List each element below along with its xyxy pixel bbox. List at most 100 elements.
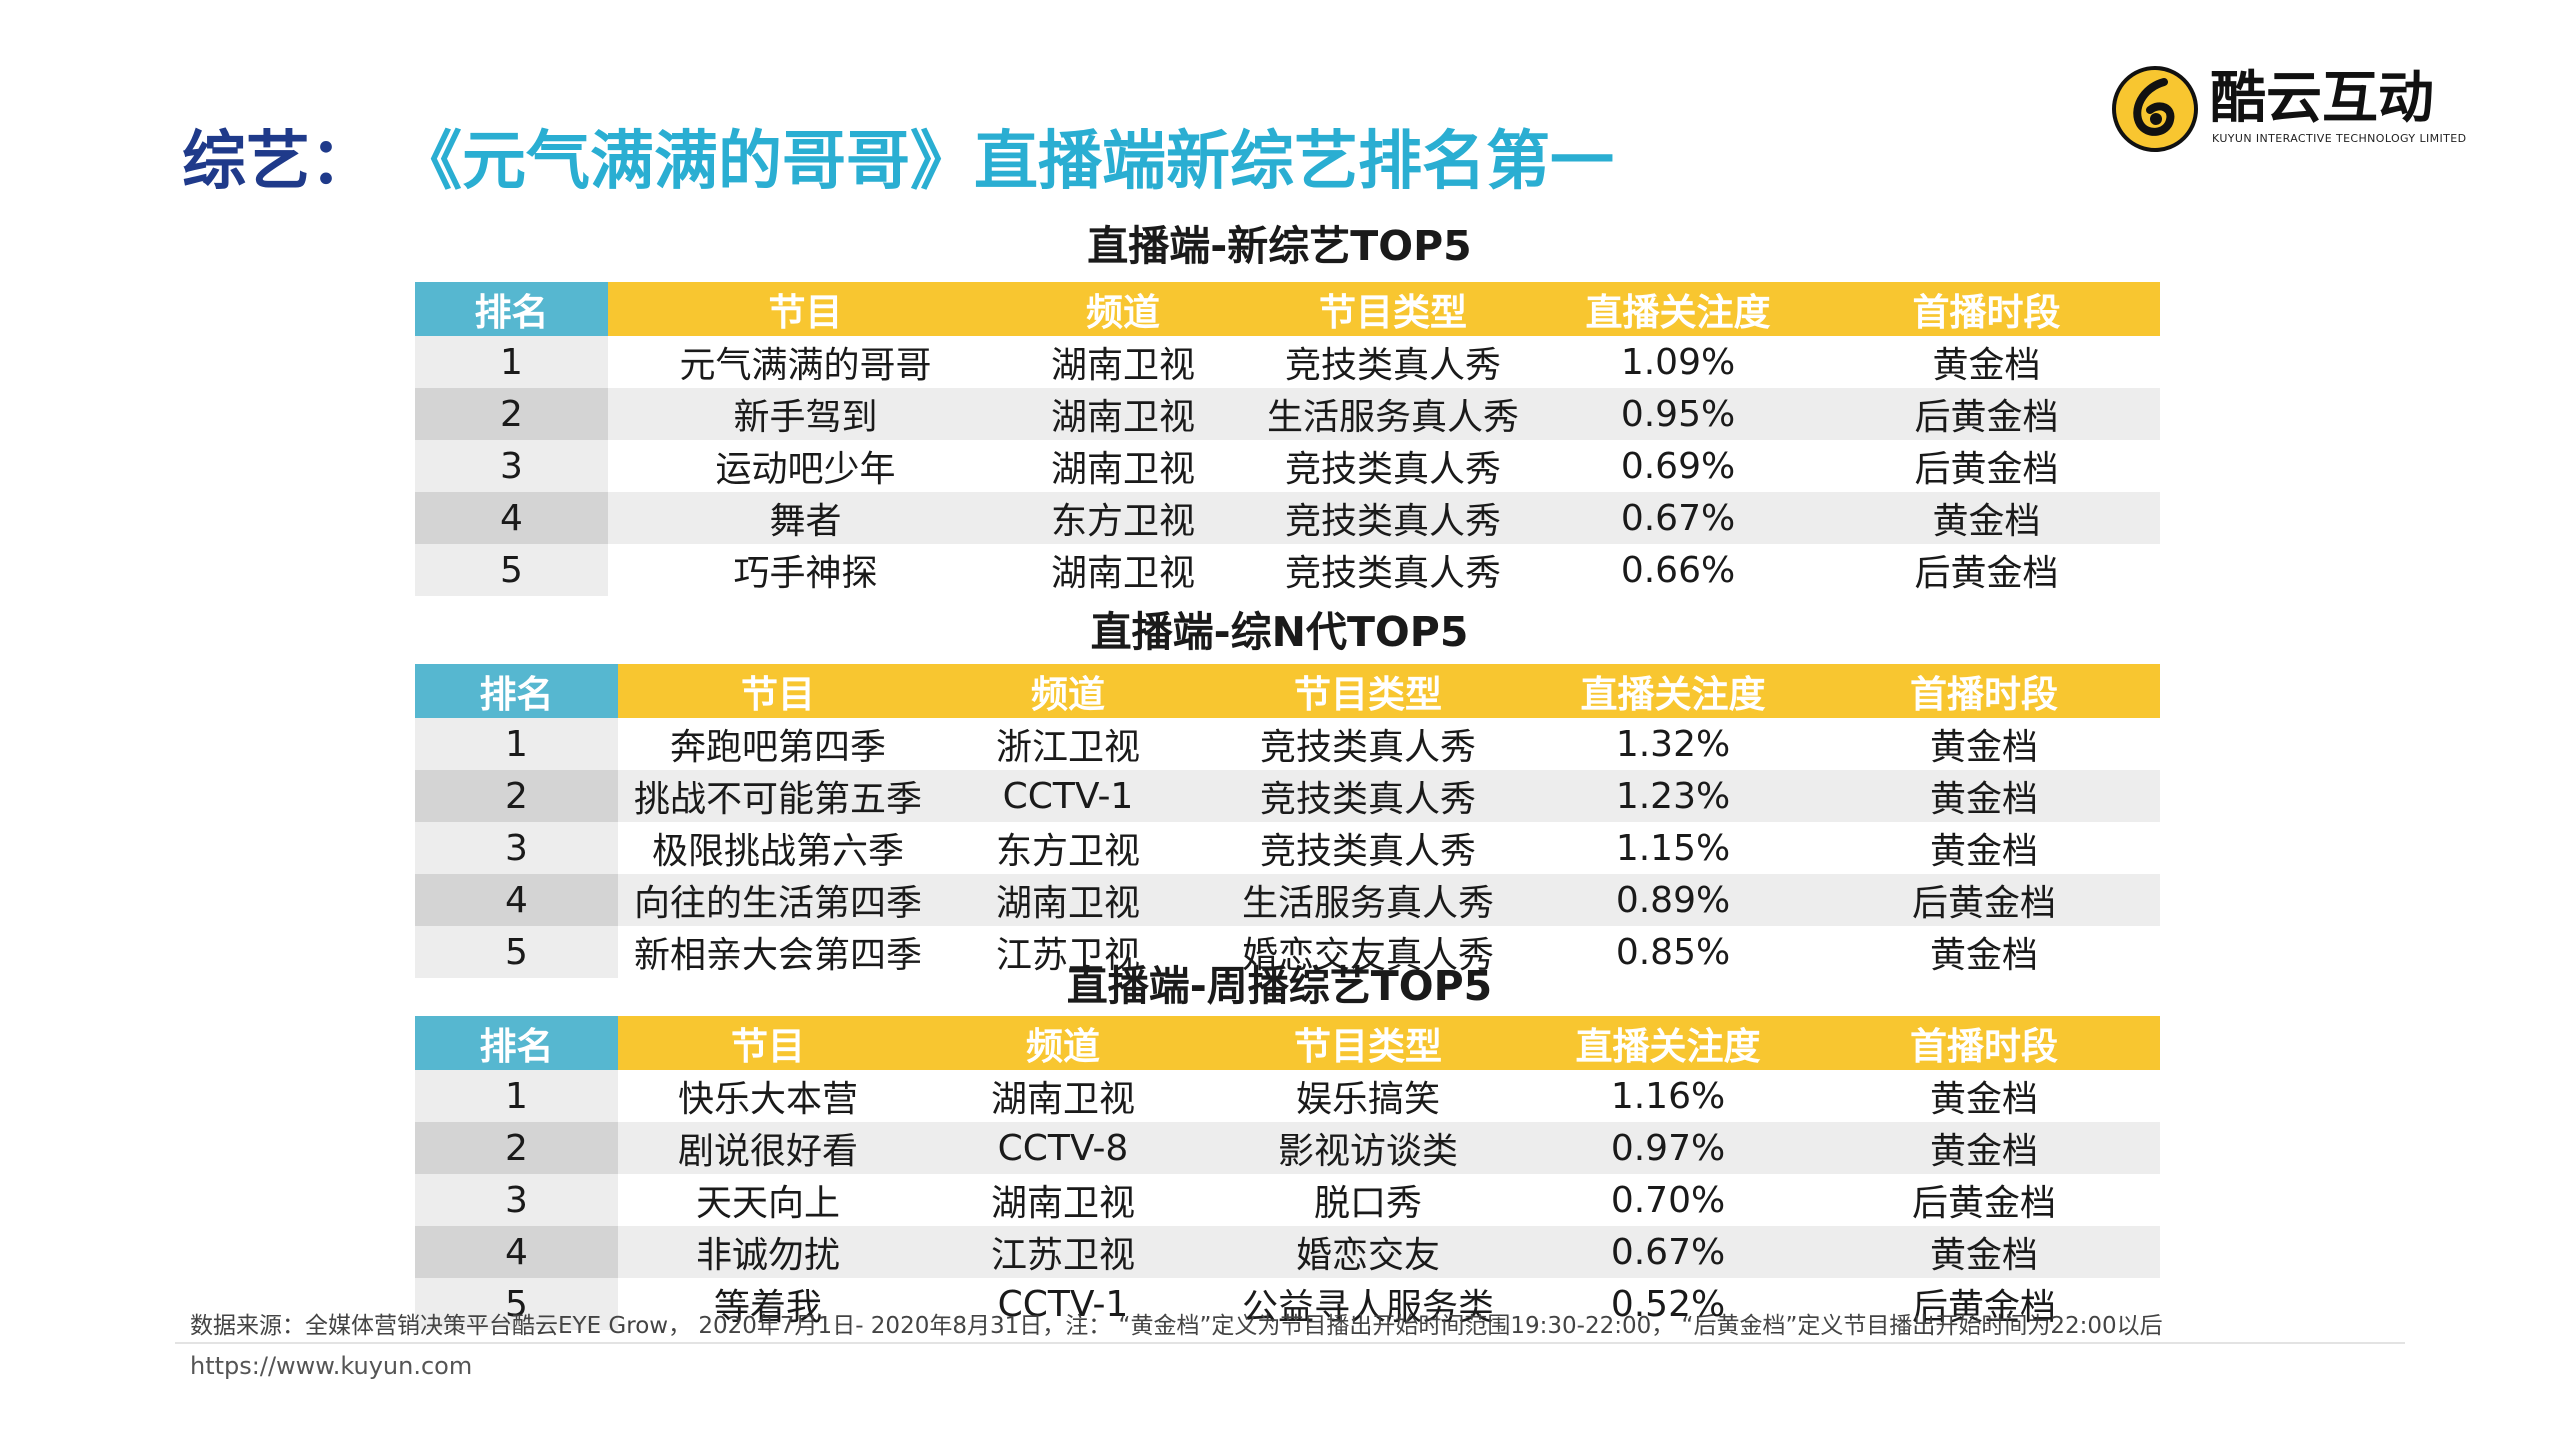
cell-program: 快乐大本营 [618,1070,918,1122]
cell-channel: CCTV-1 [918,1278,1208,1330]
table-weekly-shows: 排名 节目 频道 节目类型 直播关注度 首播时段 1 快乐大本营 湖南卫视 娱乐… [415,1016,2160,1330]
table-row: 4 非诚勿扰 江苏卫视 婚恋交友 0.67% 黄金档 [415,1226,2160,1278]
table-row: 5 新相亲大会第四季 江苏卫视 婚恋交友真人秀 0.85% 黄金档 [415,926,2160,978]
cell-channel: 东方卫视 [938,822,1198,874]
cell-attention: 1.09% [1543,336,1813,388]
cell-timeslot: 黄金档 [1808,718,2160,770]
cell-timeslot: 后黄金档 [1808,1174,2160,1226]
cell-attention: 1.15% [1538,822,1808,874]
cell-type: 竞技类真人秀 [1198,718,1538,770]
cell-timeslot: 黄金档 [1808,1122,2160,1174]
table-row: 3 极限挑战第六季 东方卫视 竞技类真人秀 1.15% 黄金档 [415,822,2160,874]
cell-attention: 1.23% [1538,770,1808,822]
cell-rank: 3 [415,1174,618,1226]
cell-timeslot: 后黄金档 [1808,874,2160,926]
cell-rank: 2 [415,770,618,822]
table-row: 2 新手驾到 湖南卫视 生活服务真人秀 0.95% 后黄金档 [415,388,2160,440]
cell-program: 新手驾到 [608,388,1003,440]
cell-rank: 1 [415,336,608,388]
header-channel: 频道 [938,664,1198,718]
cell-type: 竞技类真人秀 [1243,492,1543,544]
header-attention: 直播关注度 [1543,282,1813,336]
cell-type: 竞技类真人秀 [1243,544,1543,596]
cell-channel: 湖南卫视 [1003,544,1243,596]
cell-attention: 0.67% [1543,492,1813,544]
cell-program: 极限挑战第六季 [618,822,938,874]
cell-rank: 5 [415,544,608,596]
table-row: 1 快乐大本营 湖南卫视 娱乐搞笑 1.16% 黄金档 [415,1070,2160,1122]
table-row: 2 挑战不可能第五季 CCTV-1 竞技类真人秀 1.23% 黄金档 [415,770,2160,822]
table-row: 3 运动吧少年 湖南卫视 竞技类真人秀 0.69% 后黄金档 [415,440,2160,492]
cell-rank: 1 [415,1070,618,1122]
header-program: 节目 [608,282,1003,336]
cell-program: 天天向上 [618,1174,918,1226]
header-type: 节目类型 [1198,664,1538,718]
header-rank: 排名 [415,1016,618,1070]
header-program: 节目 [618,664,938,718]
cell-timeslot: 黄金档 [1808,926,2160,978]
cell-program: 向往的生活第四季 [618,874,938,926]
table-row: 5 等着我 CCTV-1 公益寻人服务类 0.52% 后黄金档 [415,1278,2160,1330]
cell-program: 非诚勿扰 [618,1226,918,1278]
cell-rank: 4 [415,874,618,926]
cell-attention: 0.85% [1538,926,1808,978]
cell-attention: 0.67% [1528,1226,1808,1278]
table-caption-sequel-shows: 直播端-综N代TOP5 [1090,608,1469,656]
table-header-row: 排名 节目 频道 节目类型 直播关注度 首播时段 [415,282,2160,336]
cell-rank: 5 [415,926,618,978]
cell-channel: 湖南卫视 [1003,336,1243,388]
cell-timeslot: 黄金档 [1808,770,2160,822]
cell-type: 竞技类真人秀 [1198,822,1538,874]
cell-timeslot: 黄金档 [1808,1226,2160,1278]
cell-program: 巧手神探 [608,544,1003,596]
cell-channel: 江苏卫视 [938,926,1198,978]
cell-timeslot: 后黄金档 [1808,1278,2160,1330]
cell-channel: 湖南卫视 [918,1174,1208,1226]
table-row: 4 舞者 东方卫视 竞技类真人秀 0.67% 黄金档 [415,492,2160,544]
cell-program: 挑战不可能第五季 [618,770,938,822]
cell-type: 竞技类真人秀 [1243,440,1543,492]
cell-program: 新相亲大会第四季 [618,926,938,978]
table-header-row: 排名 节目 频道 节目类型 直播关注度 首播时段 [415,664,2160,718]
cell-attention: 0.97% [1528,1122,1808,1174]
table-caption-weekly-shows: 直播端-周播综艺TOP5 [1066,962,1493,1010]
cell-rank: 4 [415,492,608,544]
cell-program: 舞者 [608,492,1003,544]
cell-attention: 0.89% [1538,874,1808,926]
cell-program: 奔跑吧第四季 [618,718,938,770]
header-timeslot: 首播时段 [1808,664,2160,718]
cell-channel: 湖南卫视 [918,1070,1208,1122]
cell-timeslot: 黄金档 [1808,822,2160,874]
cell-channel: 浙江卫视 [938,718,1198,770]
cell-type: 竞技类真人秀 [1243,336,1543,388]
header-type: 节目类型 [1243,282,1543,336]
cell-timeslot: 后黄金档 [1813,440,2160,492]
cell-channel: 湖南卫视 [1003,440,1243,492]
cell-type: 娱乐搞笑 [1208,1070,1528,1122]
kuyun-logo-icon [2112,66,2198,152]
cell-rank: 5 [415,1278,618,1330]
cell-attention: 1.32% [1538,718,1808,770]
cell-rank: 2 [415,1122,618,1174]
cell-channel: 湖南卫视 [938,874,1198,926]
page-title-prefix: 综艺： [182,125,374,199]
cell-attention: 0.69% [1543,440,1813,492]
page-title-main: 《元气满满的哥哥》直播端新综艺排名第一 [430,125,1614,199]
header-timeslot: 首播时段 [1808,1016,2160,1070]
cell-program: 剧说很好看 [618,1122,918,1174]
logo-name: 酷云互动 [2210,66,2434,131]
cell-channel: CCTV-8 [918,1122,1208,1174]
cell-type: 公益寻人服务类 [1208,1278,1528,1330]
page-title: 综艺： 《元气满满的哥哥》直播端新综艺排名第一 [182,112,1614,212]
cell-type: 脱口秀 [1208,1174,1528,1226]
cell-timeslot: 黄金档 [1813,336,2160,388]
cell-attention: 0.70% [1528,1174,1808,1226]
table-row: 4 向往的生活第四季 湖南卫视 生活服务真人秀 0.89% 后黄金档 [415,874,2160,926]
cell-timeslot: 后黄金档 [1813,388,2160,440]
cell-attention: 0.66% [1543,544,1813,596]
website-link[interactable]: https://www.kuyun.com [190,1352,473,1380]
cell-channel: 江苏卫视 [918,1226,1208,1278]
table-row: 5 巧手神探 湖南卫视 竞技类真人秀 0.66% 后黄金档 [415,544,2160,596]
table-header-row: 排名 节目 频道 节目类型 直播关注度 首播时段 [415,1016,2160,1070]
cell-timeslot: 黄金档 [1808,1070,2160,1122]
